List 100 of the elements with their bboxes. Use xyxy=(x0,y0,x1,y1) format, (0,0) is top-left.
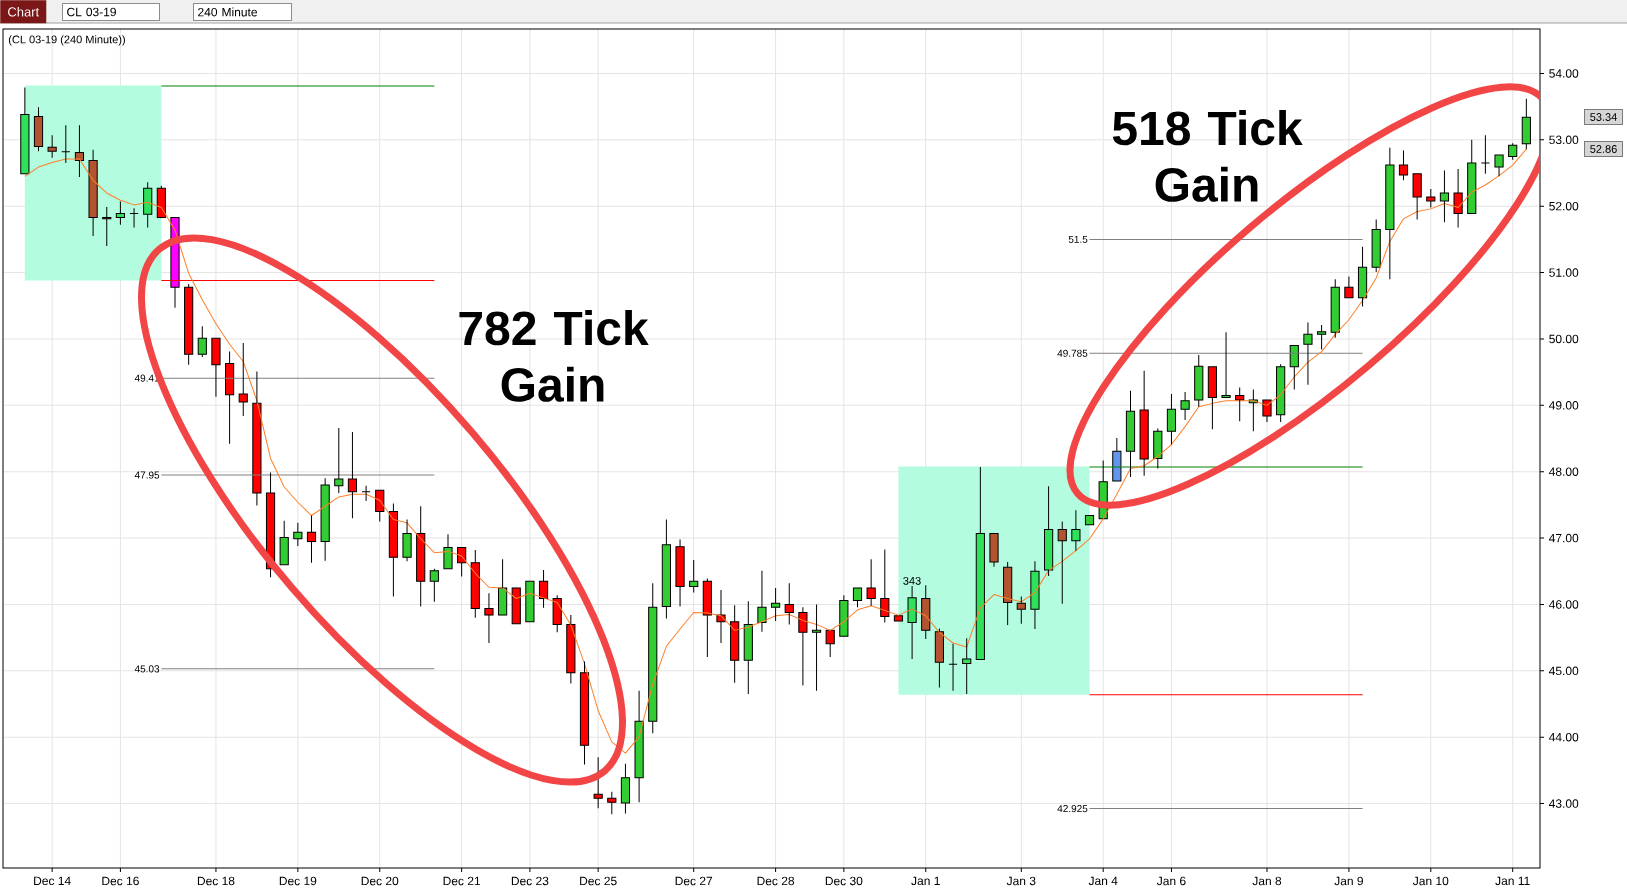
candlestick xyxy=(825,629,835,658)
candlestick xyxy=(1398,149,1409,181)
candlestick xyxy=(1303,321,1313,386)
candlestick xyxy=(634,690,644,803)
candlestick xyxy=(566,614,576,684)
candlestick xyxy=(880,548,890,623)
data-label: 45.03 xyxy=(134,665,160,673)
x-tick-label: Jan 3 xyxy=(1006,876,1036,886)
y-tick-label: 49.00 xyxy=(1548,401,1579,410)
candlestick xyxy=(1412,173,1422,220)
candlestick xyxy=(593,756,603,809)
text: Chart xyxy=(8,6,40,17)
candlestick xyxy=(1207,366,1217,430)
x-tick-label: Dec 16 xyxy=(102,876,139,886)
candlestick xyxy=(1385,147,1395,280)
candlestick xyxy=(1426,188,1436,209)
candlestick xyxy=(225,351,235,445)
candlestick xyxy=(252,371,262,507)
candlestick xyxy=(771,587,781,622)
data-label: 47.95 xyxy=(134,471,160,479)
x-tick-label: Dec 20 xyxy=(361,876,399,886)
candlestick xyxy=(1221,331,1231,398)
y-tick-label: 53.00 xyxy=(1549,135,1579,145)
candlestick xyxy=(784,582,794,625)
candlestick xyxy=(934,627,944,688)
text: 240 Minute xyxy=(198,7,258,17)
text: CL 03-19 xyxy=(67,7,116,17)
candlestick xyxy=(1194,354,1204,408)
candlestick xyxy=(115,201,125,226)
candlestick xyxy=(511,587,521,625)
candlestick xyxy=(238,342,248,417)
candlestick xyxy=(730,604,740,684)
candlestick xyxy=(184,283,194,366)
data-label: 51.5 xyxy=(1068,235,1088,243)
candlestick xyxy=(1289,345,1299,390)
candlestick xyxy=(798,606,808,686)
candlestick xyxy=(416,505,426,607)
candlestick xyxy=(1180,391,1190,421)
x-tick-label: Dec 14 xyxy=(34,876,71,886)
candlestick xyxy=(375,489,385,523)
data-label: 49.785 xyxy=(1057,349,1088,357)
candlestick xyxy=(893,615,904,622)
candlestick xyxy=(211,337,221,398)
candlestick xyxy=(498,558,508,616)
candlestick xyxy=(47,134,57,159)
candlestick xyxy=(306,515,317,564)
candlestick xyxy=(1344,276,1354,299)
candlestick xyxy=(293,522,303,547)
candlestick xyxy=(1276,363,1286,423)
candlestick xyxy=(757,570,767,633)
candlestick xyxy=(334,427,344,494)
y-tick-label: 48.00 xyxy=(1548,467,1579,476)
candlestick xyxy=(88,149,98,237)
candlestick xyxy=(579,661,590,765)
candlestick xyxy=(429,568,439,603)
candlestick xyxy=(1453,168,1463,228)
candlestick xyxy=(648,582,658,734)
candlestick xyxy=(320,477,330,562)
annotation: 518 Tick Gain xyxy=(1112,110,1303,202)
candlestick xyxy=(279,520,289,566)
candlestick xyxy=(1166,393,1177,446)
x-tick-label: Jan 11 xyxy=(1495,876,1530,886)
y-tick-label: 46.00 xyxy=(1548,600,1579,609)
candlestick xyxy=(1467,139,1477,215)
candlestick xyxy=(989,532,999,568)
x-tick-label: Dec 27 xyxy=(675,876,713,886)
candlestick xyxy=(675,538,685,607)
candlestick xyxy=(1112,437,1122,482)
x-tick-label: Jan 4 xyxy=(1088,876,1118,886)
y-tick-label: 51.00 xyxy=(1549,268,1579,277)
annotation: 782 Tick Gain xyxy=(459,310,649,402)
x-tick-label: Jan 8 xyxy=(1252,876,1282,886)
candlestick xyxy=(1371,219,1381,273)
y-tick-label: 43.00 xyxy=(1548,799,1579,808)
text: 53.34 xyxy=(1590,113,1617,121)
candlestick xyxy=(921,584,931,640)
x-tick-label: Dec 19 xyxy=(279,876,317,886)
candlestick xyxy=(1494,154,1504,177)
x-tick-label: Dec 21 xyxy=(443,876,481,886)
candlestick xyxy=(962,637,972,695)
candlestick xyxy=(1317,324,1327,351)
candlestick xyxy=(143,181,153,228)
candlestick xyxy=(852,587,863,608)
candlestick xyxy=(1521,98,1531,150)
candlestick xyxy=(1439,169,1450,223)
candlestick xyxy=(347,431,358,519)
candlestick xyxy=(689,559,699,594)
candlestick xyxy=(839,594,849,637)
candlestick xyxy=(620,763,631,815)
candlestick xyxy=(866,558,876,607)
y-tick-label: 54.00 xyxy=(1549,69,1579,78)
candlestick xyxy=(661,519,671,619)
x-tick-label: Dec 18 xyxy=(197,876,235,886)
candlestick xyxy=(1330,278,1340,339)
candlestick xyxy=(33,106,44,152)
y-tick-label: 50.00 xyxy=(1549,334,1579,344)
candlestick xyxy=(1262,399,1272,423)
candlestick xyxy=(975,466,985,661)
x-tick-label: Jan 1 xyxy=(911,876,940,886)
candlestick xyxy=(1071,509,1081,552)
